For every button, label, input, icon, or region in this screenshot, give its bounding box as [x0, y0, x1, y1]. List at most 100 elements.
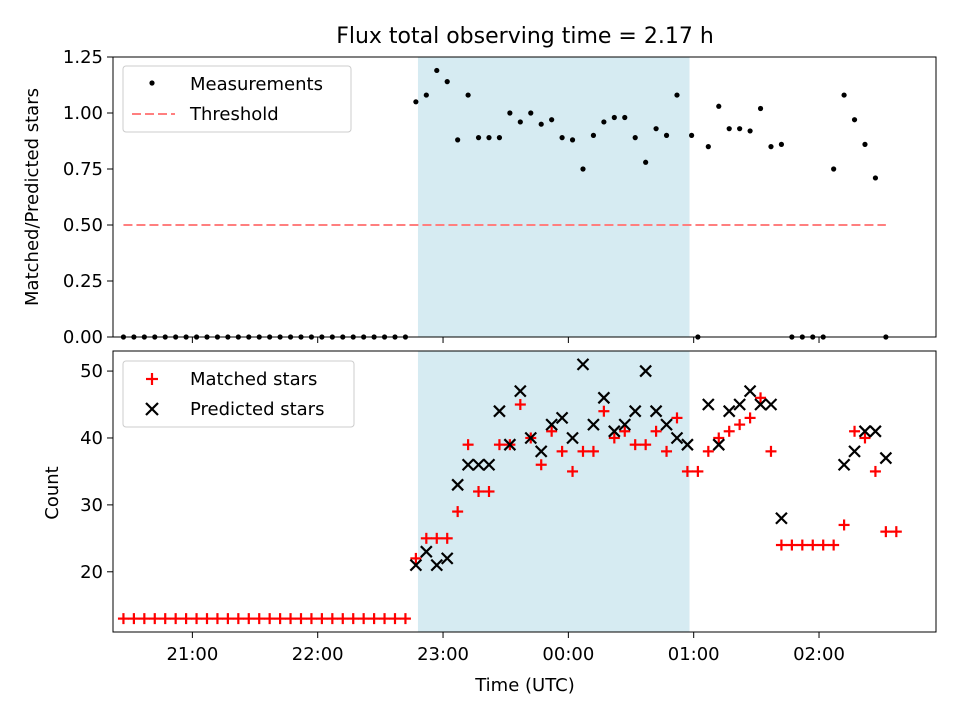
y-tick-label: 50: [80, 361, 103, 382]
matched-star-point: [368, 613, 380, 625]
top-panel: 0.00 0.25 0.50 0.75 1.00 1.25 Matched/Predict…: [22, 47, 937, 348]
predicted-star-point: [597, 391, 611, 405]
bottom-plot-frame: [112, 350, 937, 633]
matched-star-point: [379, 613, 391, 625]
predicted-star-point: [514, 384, 527, 398]
predicted-star-point: [576, 358, 590, 371]
matched-star-point: [744, 412, 756, 424]
predicted-star-point: [754, 398, 767, 411]
matched-star-point: [399, 613, 411, 625]
legend-label-matched: Matched stars: [190, 369, 317, 390]
matched-star-point: [807, 539, 819, 551]
matched-star-point: [305, 613, 317, 625]
measurement-point: [622, 114, 628, 121]
top-legend: Measurements Threshold: [122, 65, 352, 133]
measurement-point: [569, 137, 576, 143]
matched-star-point: [514, 399, 526, 411]
measurement-point: [705, 144, 711, 150]
matched-star-point: [890, 526, 902, 538]
y-tick-label: 1.00: [63, 103, 103, 124]
matched-star-point: [765, 445, 777, 457]
legend-label-measurements: Measurements: [190, 74, 323, 95]
matched-star-point: [587, 445, 599, 457]
matched-star-point: [796, 539, 808, 551]
matched-star-point: [253, 613, 265, 625]
matched-star-point: [650, 425, 662, 437]
matched-star-point: [274, 613, 286, 625]
predicted-star-point: [472, 458, 485, 472]
predicted-star-point: [639, 364, 652, 378]
matched-star-point: [180, 613, 192, 625]
matched-star-point: [441, 532, 453, 544]
measurement-point: [455, 137, 461, 143]
top-y-label: Matched/Predicted stars: [22, 88, 43, 306]
matched-star-point: [389, 613, 401, 625]
count-points: [117, 358, 902, 625]
observing-span-bottom: [417, 351, 690, 632]
observing-span-top: [417, 57, 690, 337]
predicted-star-point: [430, 558, 444, 572]
y-tick-label: 0.75: [63, 159, 103, 180]
matched-star-point: [838, 519, 850, 531]
x-tick-label: 02:00: [793, 644, 845, 665]
measurement-point: [465, 92, 471, 98]
predicted-star-point: [837, 458, 851, 472]
y-tick-label: 40: [80, 428, 103, 449]
matched-star-point: [264, 613, 276, 625]
measurement-point: [423, 92, 429, 98]
matched-star-point: [170, 613, 182, 625]
matched-star-point: [295, 613, 307, 625]
predicted-star-point: [649, 404, 663, 418]
measurement-point: [538, 121, 544, 127]
measurement-point: [601, 119, 607, 125]
measurement-point: [841, 92, 847, 98]
predicted-star-point: [461, 458, 475, 472]
predicted-star-point: [420, 545, 433, 558]
matched-star-point: [702, 445, 714, 457]
matched-star-point: [734, 419, 746, 431]
predicted-star-point: [879, 451, 893, 465]
matched-star-point: [535, 459, 547, 471]
matched-star-point: [880, 526, 892, 538]
predicted-star-point: [451, 478, 464, 492]
predicted-star-point: [545, 418, 558, 431]
matched-star-point: [473, 486, 485, 497]
predicted-star-point: [618, 418, 632, 431]
bottom-legend: Matched stars Predicted stars: [122, 360, 355, 428]
measurement-point: [434, 67, 440, 74]
y-tick-label: 1.25: [63, 47, 103, 68]
legend-label-threshold: Threshold: [189, 104, 279, 125]
matched-star-point: [128, 613, 140, 625]
measurement-point: [653, 126, 659, 132]
measurement-point: [496, 135, 503, 141]
measurement-point: [590, 132, 597, 138]
predicted-star-point: [482, 458, 496, 472]
matched-star-point: [347, 613, 359, 625]
chart-title: Flux total observing time = 2.17 h: [336, 24, 714, 49]
matched-star-point: [159, 613, 171, 625]
matched-star-point: [608, 432, 620, 444]
matched-star-point: [567, 465, 579, 477]
measurement-point: [475, 135, 482, 141]
measurement-point: [559, 135, 565, 141]
x-tick-label: 21:00: [166, 644, 218, 665]
matched-star-point: [671, 412, 683, 424]
matched-star-point: [243, 613, 255, 625]
matched-star-point: [556, 445, 568, 457]
matched-star-point: [723, 425, 735, 437]
measurement-point: [643, 159, 649, 165]
matched-star-point: [786, 539, 798, 551]
matched-star-point: [191, 613, 203, 625]
matched-star-point: [410, 552, 422, 564]
matched-star-point: [755, 392, 767, 404]
predicted-star-point: [722, 404, 736, 418]
predicted-star-point: [555, 411, 569, 425]
measurement-point: [528, 110, 534, 116]
measurement-point: [674, 92, 680, 98]
matched-star-point: [828, 539, 840, 551]
predicted-star-point: [858, 425, 872, 438]
predicted-star-point: [493, 404, 506, 418]
predicted-star-point: [681, 438, 694, 451]
matched-star-point: [849, 425, 861, 437]
